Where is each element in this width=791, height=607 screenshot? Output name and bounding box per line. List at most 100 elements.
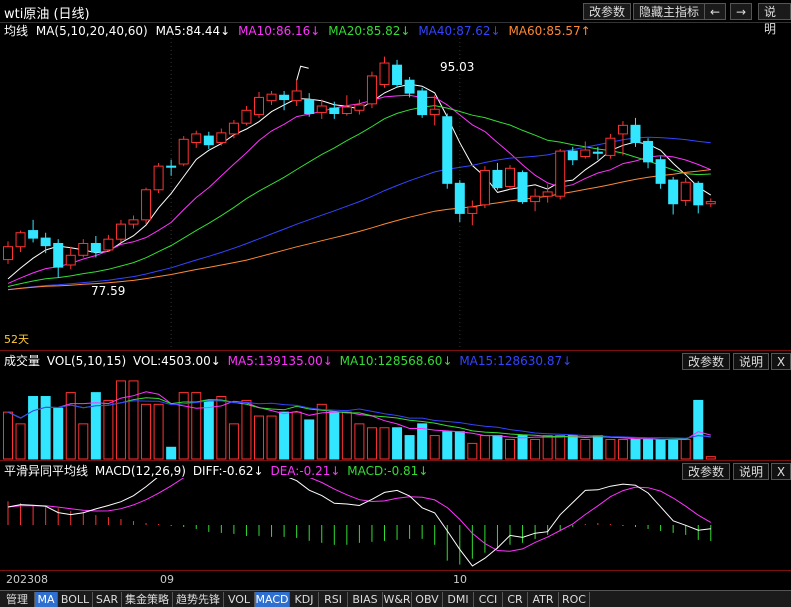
volume-help-button[interactable]: 说明 <box>733 353 770 370</box>
tab-cr[interactable]: CR <box>503 592 528 607</box>
price-chart[interactable] <box>0 38 791 351</box>
volume-bar <box>65 392 76 460</box>
candle-body <box>103 238 114 251</box>
volume-bar <box>128 380 139 460</box>
candle-body <box>28 230 39 239</box>
volume-bar <box>617 438 628 460</box>
tab-kdj[interactable]: KDJ <box>290 592 319 607</box>
candle-body <box>542 191 553 197</box>
tab-roc[interactable]: ROC <box>559 592 590 607</box>
tab-[interactable]: 趋势先锋 <box>173 592 224 607</box>
tab-[interactable]: 集金策略 <box>122 592 173 607</box>
date-axis <box>0 570 791 591</box>
candle-body <box>479 169 490 206</box>
volume-bar <box>567 435 578 460</box>
candle-body <box>65 254 76 266</box>
candle-body <box>90 242 101 253</box>
volume-bar <box>693 399 704 460</box>
indicator-tab-bar: 管理 MA BOLL SAR 集金策略 趋势先锋 VOL MACD KDJ RSI BIAS W&R O… <box>0 590 791 607</box>
volume-chart[interactable] <box>0 370 791 460</box>
volume-bar <box>191 392 202 460</box>
candle-body <box>492 169 503 189</box>
volume-close-icon[interactable]: X <box>771 353 791 370</box>
tab-ma[interactable]: MA <box>35 592 58 607</box>
volume-bar <box>379 427 390 460</box>
volume-bar <box>103 399 114 460</box>
candle-body <box>630 124 641 144</box>
arrow-left-icon[interactable]: ← <box>704 3 726 20</box>
tab-cci[interactable]: CCI <box>474 592 503 607</box>
macd-chart[interactable] <box>0 478 791 570</box>
volume-bar <box>316 403 327 460</box>
volume-bar <box>392 427 403 460</box>
high-marker <box>296 65 309 81</box>
candle-body <box>467 206 478 214</box>
range-days-label: 52天 <box>4 333 29 346</box>
tab-sar[interactable]: SAR <box>93 592 122 607</box>
panel-divider <box>0 460 791 461</box>
tab-boll[interactable]: BOLL <box>58 592 93 607</box>
edit-params-button[interactable]: 改参数 <box>583 3 632 20</box>
volume-bar <box>505 438 515 460</box>
candle-body <box>141 189 152 221</box>
tab-atr[interactable]: ATR <box>528 592 559 607</box>
diff-line <box>7 478 711 567</box>
candle-body <box>530 195 541 203</box>
candle-body <box>517 172 528 203</box>
candle-body <box>567 150 578 161</box>
volume-bar <box>241 399 252 460</box>
volume-bar <box>15 423 26 460</box>
tab-vol[interactable]: VOL <box>224 592 255 607</box>
macd-help-button[interactable]: 说明 <box>733 463 770 480</box>
volume-bar <box>517 435 528 460</box>
candle-body <box>705 201 716 205</box>
candle-body <box>341 106 352 115</box>
macd-edit-params-button[interactable]: 改参数 <box>682 463 731 480</box>
candle-body <box>580 149 591 157</box>
macd-dea: DEA:-0.21↓ <box>270 464 341 478</box>
volume-bar <box>291 411 302 460</box>
volume-bar <box>404 435 415 460</box>
candle-body <box>78 242 89 256</box>
volume-bar <box>28 396 39 460</box>
help-button[interactable]: 说明 <box>758 3 791 36</box>
chart-title: wti原油 (日线) <box>4 7 90 22</box>
tab-macd[interactable]: MACD <box>255 592 290 607</box>
volume-edit-params-button[interactable]: 改参数 <box>682 353 731 370</box>
candle-body <box>379 62 390 86</box>
date-label: 202308 <box>6 573 48 586</box>
candle-body <box>605 137 616 156</box>
panel-divider <box>0 350 791 351</box>
tab-bias[interactable]: BIAS <box>348 592 383 607</box>
candle-body <box>178 138 189 165</box>
tab-[interactable]: 管理 <box>0 592 35 607</box>
candle-body <box>392 64 403 86</box>
macd-title: 平滑异同平均线 <box>4 464 89 478</box>
volume-bar <box>366 427 377 460</box>
ma-legend: 均线 MA(5,10,20,40,60) MA5:84.44↓ MA10:86.… <box>4 22 595 39</box>
volume-bar <box>417 423 428 460</box>
volume-bar <box>3 411 13 460</box>
volume-bar <box>228 423 239 460</box>
volume-bar <box>329 411 340 460</box>
candle-body <box>316 105 327 113</box>
candle-body <box>404 79 415 94</box>
volume-bar <box>40 396 51 460</box>
tab-wr[interactable]: W&R <box>383 592 412 607</box>
candle-body <box>366 75 377 105</box>
arrow-right-icon[interactable]: → <box>730 3 752 20</box>
candle-body <box>40 237 51 247</box>
date-label: 10 <box>453 573 467 586</box>
volume-bar <box>555 435 566 460</box>
volume-ma15: MA15:128630.87↓ <box>459 354 573 368</box>
volume-bar <box>442 431 453 460</box>
tab-dmi[interactable]: DMI <box>443 592 474 607</box>
candle-body <box>429 108 440 116</box>
vol-ma15-line <box>7 400 711 439</box>
tab-obv[interactable]: OBV <box>412 592 443 607</box>
candle-body <box>153 165 164 191</box>
tab-rsi[interactable]: RSI <box>319 592 348 607</box>
volume-bar <box>668 438 679 460</box>
volume-bar <box>643 438 654 460</box>
hide-main-indicator-button[interactable]: 隐藏主指标 <box>633 3 706 20</box>
